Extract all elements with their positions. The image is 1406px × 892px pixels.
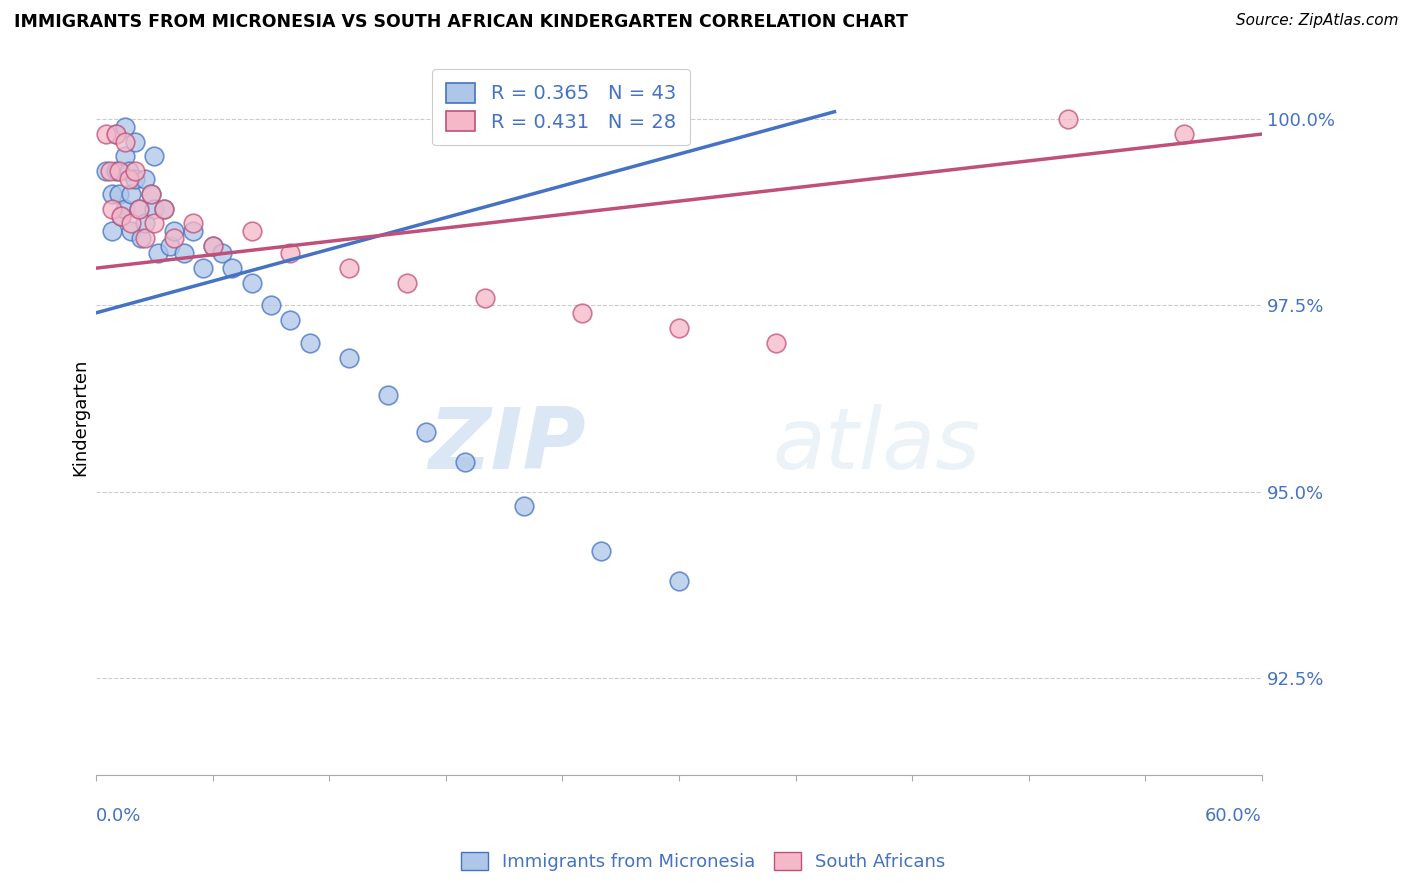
Point <box>104 127 127 141</box>
Point <box>668 320 690 334</box>
Point <box>120 224 142 238</box>
Text: 60.0%: 60.0% <box>1205 806 1263 825</box>
Point <box>571 306 593 320</box>
Point <box>124 171 146 186</box>
Point <box>153 202 176 216</box>
Point <box>280 313 302 327</box>
Point <box>124 135 146 149</box>
Point <box>415 425 437 439</box>
Point <box>100 224 122 238</box>
Point <box>337 261 360 276</box>
Point <box>139 186 162 201</box>
Point <box>668 574 690 588</box>
Text: IMMIGRANTS FROM MICRONESIA VS SOUTH AFRICAN KINDERGARTEN CORRELATION CHART: IMMIGRANTS FROM MICRONESIA VS SOUTH AFRI… <box>14 13 908 31</box>
Point <box>118 164 141 178</box>
Point <box>240 224 263 238</box>
Point <box>221 261 243 276</box>
Point <box>298 335 321 350</box>
Point <box>148 246 170 260</box>
Point <box>128 202 150 216</box>
Point <box>337 351 360 365</box>
Point <box>201 239 224 253</box>
Point <box>377 388 399 402</box>
Point <box>94 127 117 141</box>
Text: atlas: atlas <box>772 404 980 487</box>
Point <box>396 276 419 290</box>
Y-axis label: Kindergarten: Kindergarten <box>72 359 89 475</box>
Legend: Immigrants from Micronesia, South Africans: Immigrants from Micronesia, South Africa… <box>454 845 952 879</box>
Point <box>120 186 142 201</box>
Legend: R = 0.365   N = 43, R = 0.431   N = 28: R = 0.365 N = 43, R = 0.431 N = 28 <box>432 70 689 145</box>
Point <box>114 120 136 134</box>
Point <box>280 246 302 260</box>
Point <box>100 202 122 216</box>
Point <box>128 202 150 216</box>
Point <box>474 291 496 305</box>
Point <box>104 164 127 178</box>
Point <box>118 171 141 186</box>
Point <box>110 209 132 223</box>
Point <box>134 217 156 231</box>
Point <box>183 224 205 238</box>
Point <box>139 186 162 201</box>
Point <box>153 202 176 216</box>
Point <box>114 202 136 216</box>
Point <box>134 231 156 245</box>
Point <box>120 217 142 231</box>
Point <box>114 135 136 149</box>
Point <box>134 171 156 186</box>
Text: Source: ZipAtlas.com: Source: ZipAtlas.com <box>1236 13 1399 29</box>
Point <box>1173 127 1195 141</box>
Point <box>1056 112 1078 127</box>
Point <box>124 164 146 178</box>
Point <box>183 217 205 231</box>
Point <box>143 202 166 216</box>
Point <box>159 239 181 253</box>
Text: 0.0%: 0.0% <box>96 806 142 825</box>
Point <box>240 276 263 290</box>
Point <box>163 231 186 245</box>
Point <box>129 231 152 245</box>
Point <box>108 186 131 201</box>
Point <box>191 261 214 276</box>
Point <box>454 455 477 469</box>
Point <box>143 149 166 163</box>
Point <box>100 186 122 201</box>
Point <box>108 164 131 178</box>
Point <box>591 544 613 558</box>
Text: ZIP: ZIP <box>429 404 586 487</box>
Point <box>512 500 534 514</box>
Point <box>201 239 224 253</box>
Point <box>143 217 166 231</box>
Point <box>173 246 195 260</box>
Point <box>765 335 787 350</box>
Point <box>163 224 186 238</box>
Point <box>260 298 283 312</box>
Point <box>98 164 121 178</box>
Point <box>94 164 117 178</box>
Point <box>110 209 132 223</box>
Point <box>104 127 127 141</box>
Point <box>114 149 136 163</box>
Point <box>211 246 233 260</box>
